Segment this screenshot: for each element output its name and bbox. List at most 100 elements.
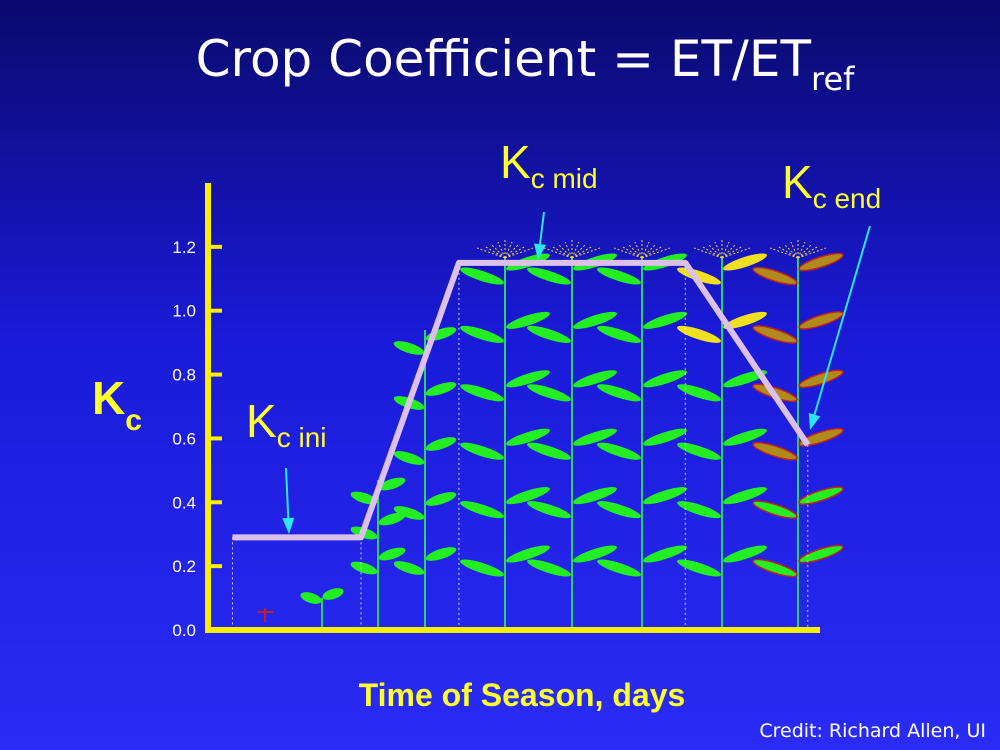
tassel-strand [776,245,799,259]
leaf-shape [300,592,322,604]
leaf-shape [527,442,571,460]
tassel-strand [769,247,799,259]
tassel-strand [641,247,671,259]
leaf-shape [723,487,767,505]
leaf-shape [573,487,617,505]
tassel-strand [490,243,506,259]
tassel-strand [571,245,594,259]
leaf-shape [752,500,798,519]
pointer-arrowhead [534,243,546,260]
leaf-shape [527,325,571,343]
leaf-shape [527,267,571,285]
tassel-strand [504,245,527,259]
y-tick-label: 0.2 [172,557,196,576]
leaf-shape [460,267,504,285]
y-tick-label: 0.6 [172,429,196,448]
leaf-shape [322,588,344,600]
leaf-shape [425,382,457,396]
tassel-strand [641,245,664,259]
leaf-shape [798,369,844,389]
leaf-shape [350,491,378,505]
leaf-shape [527,501,571,519]
tassel-strand [497,241,506,259]
tassel-strand [476,247,506,259]
leaf-shape [460,442,504,460]
leaf-shape [677,325,721,343]
pointer-line [813,225,871,415]
tassel-strand [721,243,737,259]
leaf-shape [460,559,504,577]
leaf-shape [378,512,406,526]
tassel-strand [564,241,573,259]
leaf-shape [506,370,550,388]
leaf-shape [425,547,457,561]
leaf-shape [677,442,721,460]
leaf-shape [393,561,425,575]
leaf-shape [506,545,550,563]
leaf-shape [752,441,798,461]
leaf-shape [643,428,687,446]
leaf-shape [378,477,406,491]
leaf-shape [643,545,687,563]
leaf-shape [798,427,844,447]
tassel-strand [613,247,643,259]
leaf-shape [527,559,571,577]
annotations: Kc ini Kc mid Kc end [246,136,881,453]
leaf-shape [425,437,457,451]
tassel-strand [627,243,643,259]
tassel-strand [797,245,820,259]
tassel-strand [721,245,744,259]
leaf-shape [677,384,721,402]
pointer-arrowhead [808,412,821,430]
tassel-strand [790,241,799,259]
tassel-strand [543,247,573,259]
leaf-shape [798,544,844,564]
tassel-strand [721,247,751,259]
leaf-shape [378,547,406,561]
leaf-shape [723,311,767,329]
leaf-shape [643,487,687,505]
tassel-strand [641,243,657,259]
leaf-shape [393,341,425,355]
annotation-c-mid: Kc mid [500,136,598,194]
leaf-shape [677,501,721,519]
tassel-strand [550,245,573,259]
leaf-shape [597,559,641,577]
corn-plant-illustrations [257,240,844,627]
tassel-strand [714,241,723,259]
leaf-shape [597,501,641,519]
y-tick-label: 1.2 [172,238,196,257]
leaf-shape [597,325,641,343]
x-axis-label: Time of Season, days [359,677,686,713]
tassel-strand [700,245,723,259]
y-tick-label: 0.4 [172,493,196,512]
leaf-shape [723,545,767,563]
leaf-shape [723,428,767,446]
tassel-strand [797,247,827,259]
kc-curve [232,259,811,541]
tassel-strand [797,241,806,259]
stage-guide-lines [231,262,809,630]
tassel-strand [571,247,601,259]
annotation-c-end: Kc end [782,156,881,214]
tassel-strand [707,243,723,259]
leaf-shape [643,370,687,388]
leaf-shape [752,558,798,578]
leaf-shape [506,487,550,505]
leaf-shape [350,561,378,575]
leaf-shape [723,370,767,388]
tassel-strand [783,243,799,259]
leaf-shape [460,325,504,343]
y-axis-label: Kc [92,372,142,437]
annotation-c-ini: Kc ini [246,395,326,453]
leaf-shape [425,492,457,506]
tassel-strand [504,247,534,259]
leaf-shape [798,486,844,505]
tassel-strand [504,243,520,259]
slide-title: Crop Coefficient = ET/ETref [195,30,855,98]
tassel-strand [634,241,643,259]
leaf-shape [573,311,617,329]
tassel-strand [504,241,513,259]
leaf-shape [506,428,550,446]
